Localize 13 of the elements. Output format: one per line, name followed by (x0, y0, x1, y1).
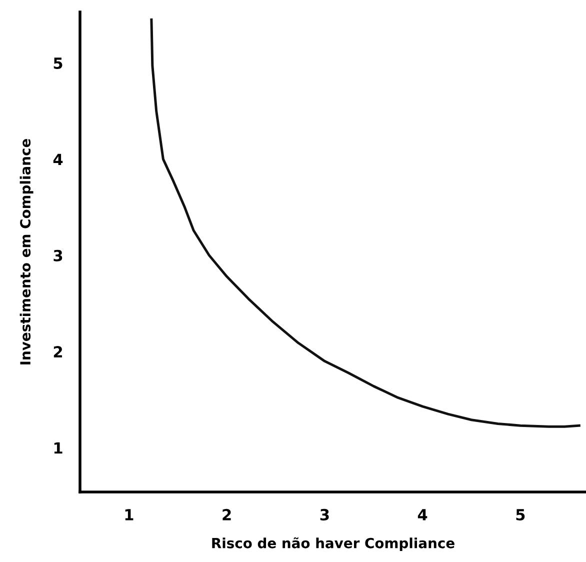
y-tick-label: 1 (54, 442, 62, 454)
x-tick-label: 2 (222, 508, 231, 520)
y-axis-title: Investimento em Compliance (20, 139, 34, 364)
line-series (150, 18, 580, 428)
y-tick-label: 2 (54, 346, 62, 358)
x-tick-label: 5 (516, 509, 525, 520)
y-tick-label: 5 (54, 58, 62, 70)
y-tick-label: 3 (54, 250, 62, 262)
x-tick-label: 3 (320, 508, 329, 520)
x-tick-label: 1 (125, 509, 134, 520)
x-tick-label: 4 (418, 509, 428, 520)
x-axis-title: Risco de não haver Compliance (212, 537, 454, 552)
y-tick-label: 4 (53, 154, 63, 165)
